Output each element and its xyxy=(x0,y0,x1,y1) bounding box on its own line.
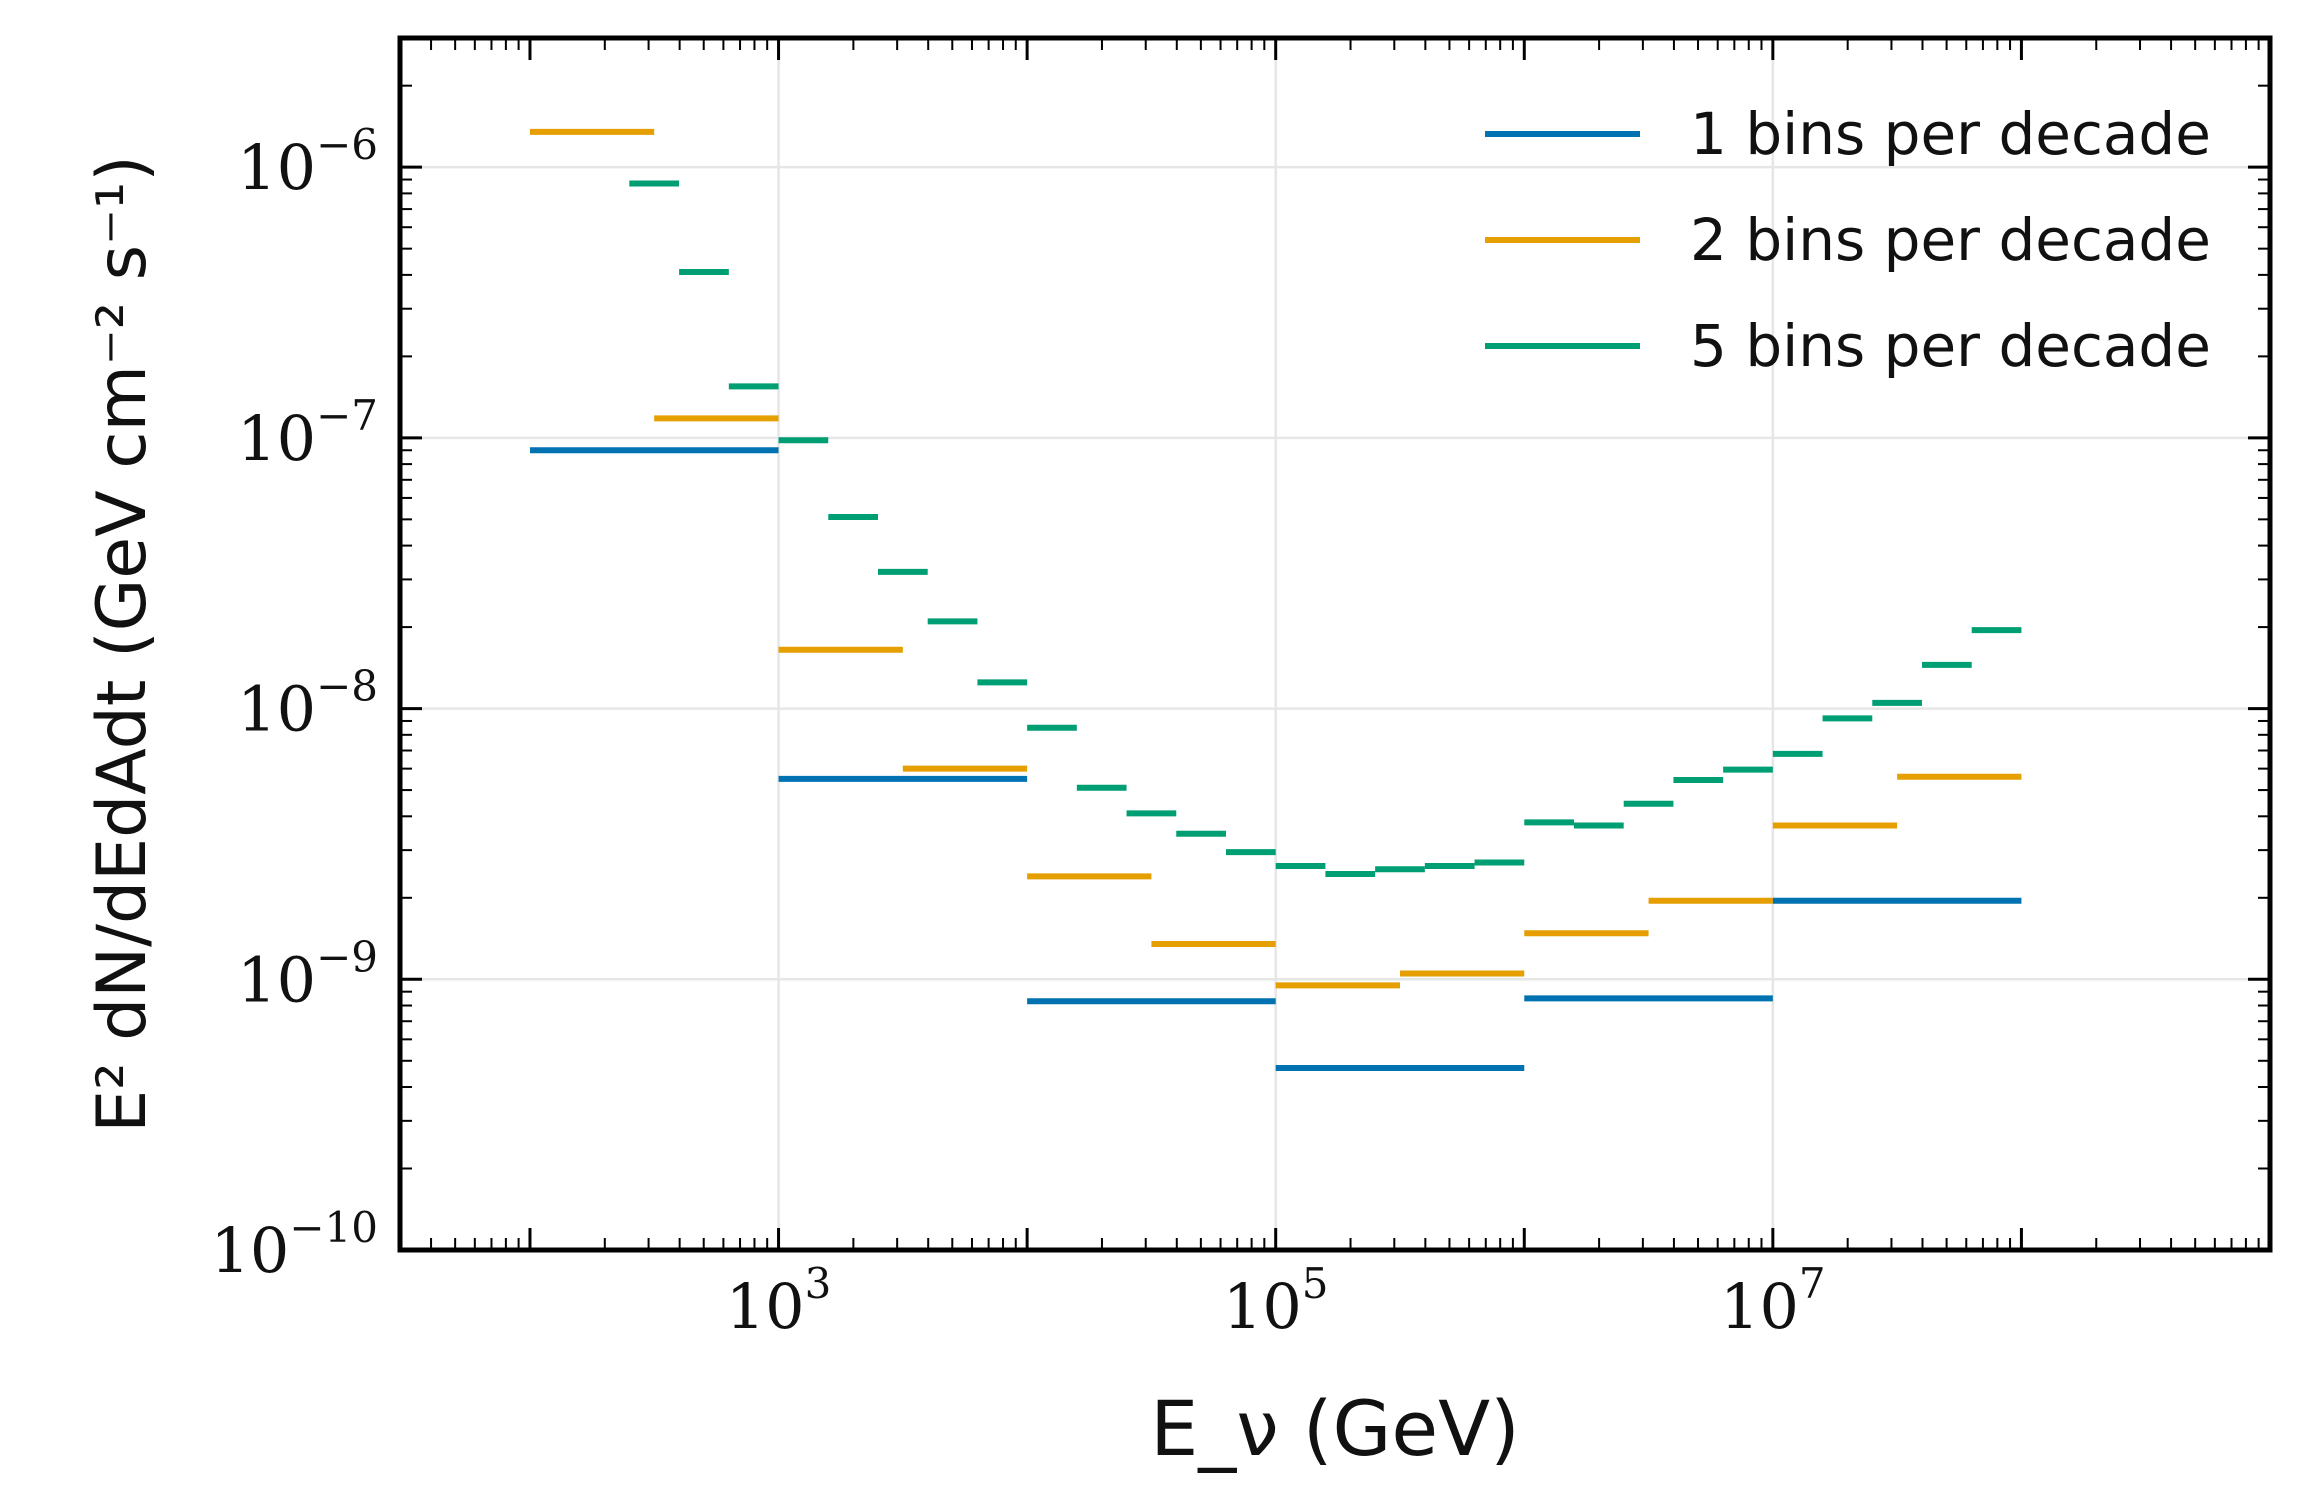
grid-layer xyxy=(400,38,2270,1250)
legend: 1 bins per decade 2 bins per decade 5 bins… xyxy=(1485,100,2211,380)
legend-label-1: 1 bins per decade xyxy=(1690,100,2211,168)
y-tick-label: 10−10 xyxy=(210,1203,378,1287)
y-tick-label: 10−6 xyxy=(237,120,378,204)
x-tick-label: 107 xyxy=(1720,1259,1826,1343)
legend-label-3: 5 bins per decade xyxy=(1690,312,2211,380)
plot-frame xyxy=(397,35,2273,1253)
x-tick-label: 105 xyxy=(1223,1259,1329,1343)
legend-label-2: 2 bins per decade xyxy=(1690,206,2211,274)
y-axis-label: E² dN/dEdAdt (GeV cm⁻² s⁻¹) xyxy=(83,155,162,1133)
y-tick-label: 10−7 xyxy=(237,391,378,475)
series-1 xyxy=(529,447,2022,1072)
series-layer xyxy=(529,128,2022,1072)
y-tick-label: 10−8 xyxy=(237,662,378,746)
series-2 xyxy=(529,128,2022,989)
label-layer: 103 105 107 10−6 10−7 10−8 10−9 10−10 E_ν (GeV) E… xyxy=(83,120,1826,1473)
series-3 xyxy=(629,180,2022,877)
y-tick-label: 10−9 xyxy=(237,932,378,1016)
x-tick-label: 103 xyxy=(726,1259,832,1343)
x-axis-label: E_ν (GeV) xyxy=(1150,1384,1520,1473)
